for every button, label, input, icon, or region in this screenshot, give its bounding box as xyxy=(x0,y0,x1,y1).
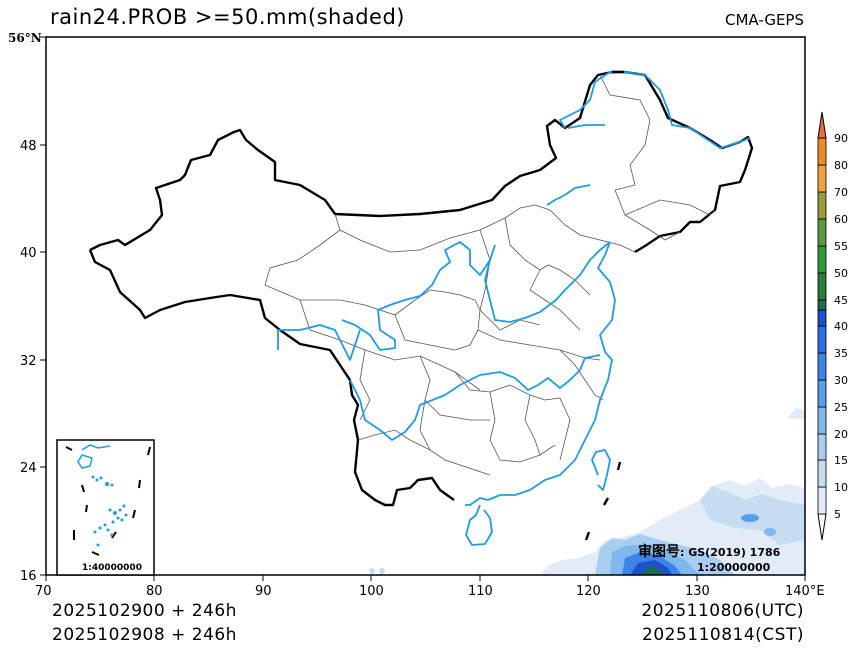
colorbar xyxy=(817,111,827,541)
svg-text:70: 70 xyxy=(834,186,848,199)
y-tick-24: 24 xyxy=(20,461,37,476)
approval-code: : GS(2019) 1786 xyxy=(680,546,781,559)
x-tick-70: 70 xyxy=(35,584,52,599)
svg-text:60: 60 xyxy=(834,213,848,226)
main-map-scale: 1:20000000 xyxy=(697,561,771,574)
x-tick-90: 90 xyxy=(255,584,272,599)
y-tick-40: 40 xyxy=(20,246,37,261)
plot-frame xyxy=(45,36,806,576)
inset-map-scale: 1:40000000 xyxy=(82,563,142,573)
y-tick-56n: 56°N xyxy=(8,31,42,45)
x-tick-80: 80 xyxy=(146,584,163,599)
svg-text:55: 55 xyxy=(834,240,848,253)
svg-text:10: 10 xyxy=(834,481,848,494)
map-approval-number: 审图号: GS(2019) 1786 xyxy=(638,541,780,561)
svg-text:45: 45 xyxy=(834,294,848,307)
national-border-sw xyxy=(88,249,455,507)
y-tick-32: 32 xyxy=(20,354,37,369)
init-time-cst: 2025102908 + 246h xyxy=(52,625,237,645)
x-tick-100: 100 xyxy=(359,584,384,599)
svg-text:30: 30 xyxy=(834,374,848,387)
svg-text:20: 20 xyxy=(834,428,848,441)
approval-cn-label: 审图号 xyxy=(638,544,680,560)
south-china-sea-inset xyxy=(56,439,155,576)
svg-text:25: 25 xyxy=(834,401,848,414)
boundary-dashes xyxy=(584,70,624,541)
valid-time-cst: 2025110814(CST) xyxy=(642,625,804,645)
rivers-coastline xyxy=(277,71,751,546)
svg-text:40: 40 xyxy=(834,320,848,333)
svg-text:80: 80 xyxy=(834,159,848,172)
y-tick-16: 16 xyxy=(20,569,37,584)
svg-text:15: 15 xyxy=(834,454,848,467)
x-tick-120: 120 xyxy=(576,584,601,599)
valid-time-utc: 2025110806(UTC) xyxy=(641,601,804,621)
svg-text:5: 5 xyxy=(834,508,841,521)
init-time-utc: 2025102900 + 246h xyxy=(52,601,237,621)
province-boundaries xyxy=(264,74,716,476)
svg-text:35: 35 xyxy=(834,347,848,360)
probability-shading xyxy=(369,408,805,575)
chart-title: rain24.PROB >=50.mm(shaded) xyxy=(50,5,405,29)
colorbar-labels: 5 10 15 20 25 30 35 40 45 50 55 60 70 80… xyxy=(834,132,848,521)
x-tick-110: 110 xyxy=(468,584,493,599)
x-tick-140e: 140°E xyxy=(785,584,825,599)
national-border xyxy=(89,70,754,254)
model-source-label: CMA-GEPS xyxy=(725,11,804,29)
svg-text:90: 90 xyxy=(834,132,848,145)
svg-text:50: 50 xyxy=(834,267,848,280)
y-tick-48: 48 xyxy=(20,139,37,154)
x-tick-130: 130 xyxy=(685,584,710,599)
